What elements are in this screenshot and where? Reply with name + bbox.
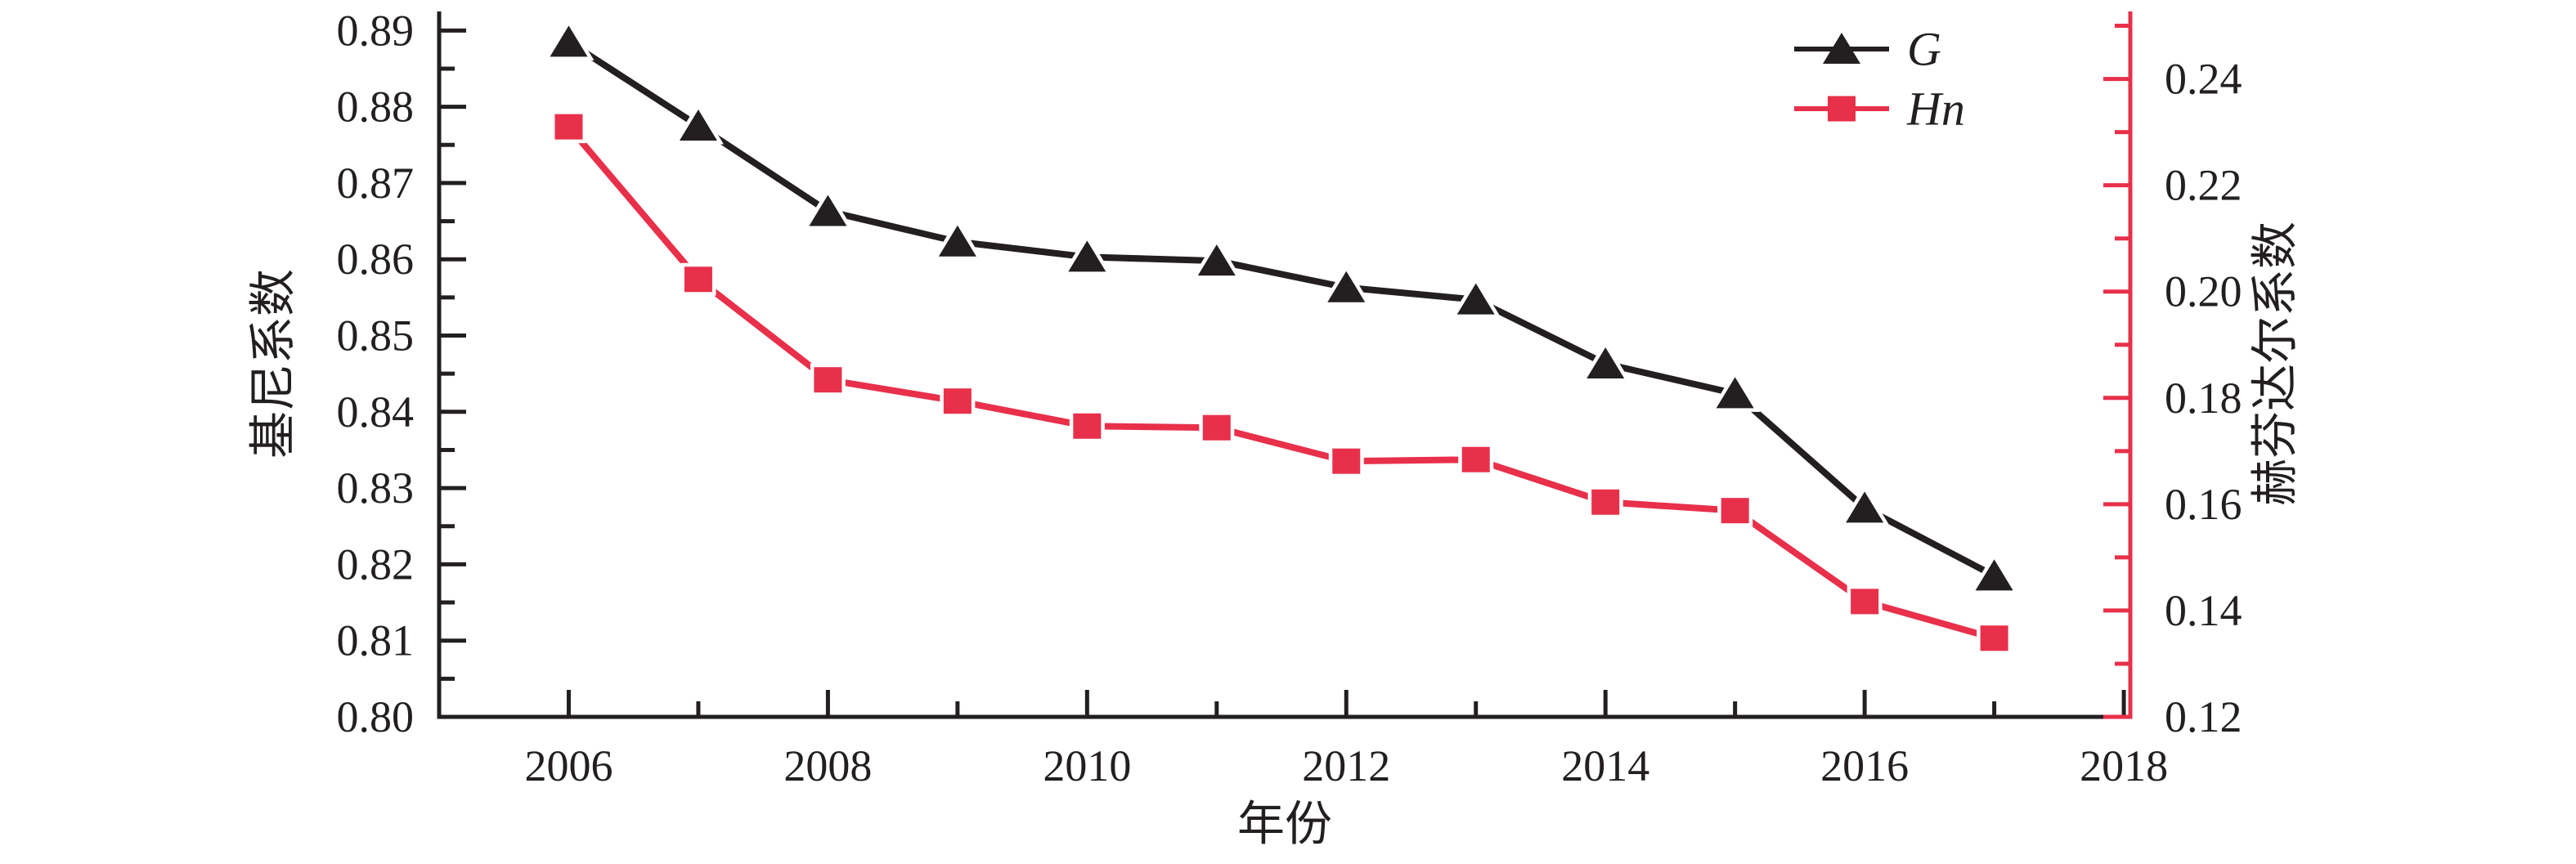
- left-tick-label: 0.86: [337, 235, 415, 284]
- right-tick-label: 0.16: [2165, 480, 2242, 529]
- square-marker: [1980, 625, 2008, 651]
- square-marker: [1591, 489, 1620, 515]
- x-axis-title: 年份: [1237, 798, 1332, 851]
- triangle-marker: [1456, 283, 1495, 315]
- left-tick-label: 0.89: [337, 6, 415, 55]
- legend-item-Hn: Hn: [1794, 83, 1965, 136]
- triangle-marker: [1846, 491, 1884, 523]
- axes-layer: [437, 11, 2133, 719]
- square-marker: [1073, 413, 1102, 439]
- left-axis-title: 基尼系数: [247, 269, 300, 459]
- triangle-marker: [550, 25, 588, 57]
- right-tick-label: 0.24: [2165, 55, 2242, 104]
- square-marker: [1461, 446, 1490, 472]
- left-tick-label: 0.80: [337, 692, 415, 741]
- square-marker: [1202, 414, 1231, 441]
- square-marker: [554, 114, 583, 140]
- right-tick-label: 0.12: [2165, 692, 2242, 741]
- series-Hn-line: [566, 124, 1995, 642]
- triangle-marker: [1068, 240, 1106, 272]
- right-tick-label: 0.14: [2165, 586, 2242, 635]
- x-tick-label: 2010: [1043, 741, 1131, 790]
- square-marker: [1851, 589, 1879, 615]
- square-marker: [1828, 96, 1856, 122]
- right-tick-label: 0.20: [2165, 267, 2242, 316]
- x-tick-label: 2018: [2080, 741, 2168, 790]
- square-marker: [943, 388, 972, 414]
- triangle-marker: [938, 225, 976, 257]
- legend-label-G: G: [1907, 23, 1941, 76]
- series-G-line: [567, 38, 1996, 579]
- triangle-marker: [1197, 244, 1236, 276]
- square-marker: [814, 367, 842, 393]
- left-tick-label: 0.88: [337, 83, 415, 132]
- triangle-marker: [1716, 377, 1754, 409]
- triangle-marker: [1327, 271, 1366, 302]
- legend: G Hn: [1794, 23, 1965, 136]
- x-tick-label: 2008: [783, 741, 872, 790]
- triangle-marker: [809, 195, 847, 226]
- left-tick-label: 0.83: [337, 463, 415, 513]
- triangle-marker: [1823, 33, 1860, 64]
- square-marker: [1332, 448, 1361, 474]
- series-layer: [543, 18, 2020, 655]
- triangle-marker: [1975, 559, 2013, 591]
- legend-label-Hn: Hn: [1906, 83, 1965, 136]
- right-tick-label: 0.18: [2165, 374, 2242, 423]
- left-tick-label: 0.85: [337, 311, 415, 360]
- x-tick-label: 2006: [524, 741, 613, 790]
- left-tick-label: 0.87: [337, 159, 415, 208]
- left-tick-label: 0.82: [337, 539, 415, 589]
- x-tick-label: 2016: [1820, 741, 1909, 790]
- triangle-marker: [1586, 347, 1625, 379]
- right-tick-label: 0.22: [2165, 161, 2242, 210]
- square-marker: [684, 266, 712, 293]
- legend-item-G: G: [1794, 23, 1941, 76]
- x-tick-label: 2012: [1302, 741, 1390, 790]
- left-tick-label: 0.81: [337, 616, 415, 665]
- left-tick-label: 0.84: [337, 387, 415, 436]
- right-axis-title: 赫芬达尔系数: [2249, 222, 2302, 506]
- triangle-marker: [679, 109, 717, 141]
- square-marker: [1721, 498, 1749, 524]
- labels-layer: 2006 2008 2010 2012 2014 2016 2018 0.80 0.81 0.82…: [247, 6, 2302, 850]
- x-tick-label: 2014: [1561, 741, 1649, 790]
